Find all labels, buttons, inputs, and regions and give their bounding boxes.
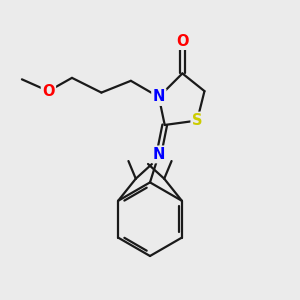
Text: N: N — [153, 89, 165, 104]
Text: N: N — [153, 147, 165, 162]
Text: O: O — [42, 84, 55, 99]
Text: S: S — [192, 113, 202, 128]
Text: O: O — [176, 34, 189, 49]
